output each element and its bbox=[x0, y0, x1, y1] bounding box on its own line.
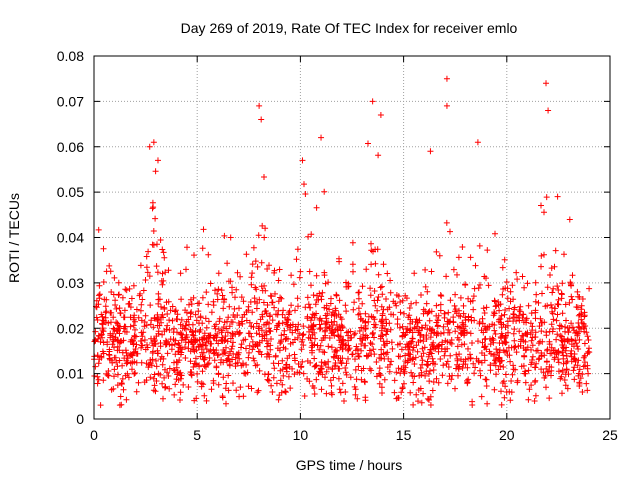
y-tick-label: 0.08 bbox=[57, 48, 84, 64]
x-tick-labels: 0 5 10 15 20 25 bbox=[90, 427, 618, 443]
peak-marker bbox=[545, 107, 552, 114]
y-tick-labels: 0 0.01 0.02 0.03 0.04 0.05 0.06 0.07 0.08 bbox=[57, 48, 84, 427]
peak-marker bbox=[154, 157, 161, 164]
x-tick-label: 25 bbox=[602, 427, 618, 443]
x-tick-label: 10 bbox=[293, 427, 309, 443]
data-points bbox=[91, 140, 593, 409]
y-tick-label: 0 bbox=[76, 411, 84, 427]
peak-marker bbox=[299, 157, 306, 164]
peak-marker bbox=[258, 116, 265, 123]
x-tick-label: 0 bbox=[90, 427, 98, 443]
peak-marker bbox=[150, 139, 157, 146]
x-axis-label: GPS time / hours bbox=[296, 457, 403, 473]
x-tick-label: 20 bbox=[499, 427, 515, 443]
x-tick-label: 5 bbox=[193, 427, 201, 443]
peak-marker bbox=[474, 139, 481, 146]
peak-marker bbox=[369, 98, 376, 105]
peak-points bbox=[146, 75, 552, 164]
scatter-markers bbox=[91, 140, 593, 409]
x-tick-label: 15 bbox=[396, 427, 412, 443]
peak-marker bbox=[427, 148, 434, 155]
peak-marker bbox=[377, 111, 384, 118]
y-tick-label: 0.04 bbox=[57, 230, 84, 246]
y-tick-label: 0.07 bbox=[57, 93, 84, 109]
peak-marker bbox=[146, 143, 153, 150]
y-tick-label: 0.02 bbox=[57, 320, 84, 336]
y-tick-label: 0.05 bbox=[57, 184, 84, 200]
chart-title: Day 269 of 2019, Rate Of TEC Index for r… bbox=[181, 20, 518, 36]
y-axis-label: ROTI / TECUs bbox=[6, 193, 22, 283]
axis-ticks bbox=[93, 55, 611, 420]
peak-marker bbox=[256, 102, 263, 109]
y-tick-label: 0.06 bbox=[57, 139, 84, 155]
y-tick-label: 0.01 bbox=[57, 366, 84, 382]
peak-marker bbox=[443, 75, 450, 82]
peak-marker bbox=[443, 102, 450, 109]
peak-marker bbox=[318, 134, 325, 141]
y-tick-label: 0.03 bbox=[57, 275, 84, 291]
grid-lines bbox=[94, 56, 610, 419]
peak-marker bbox=[543, 80, 550, 87]
